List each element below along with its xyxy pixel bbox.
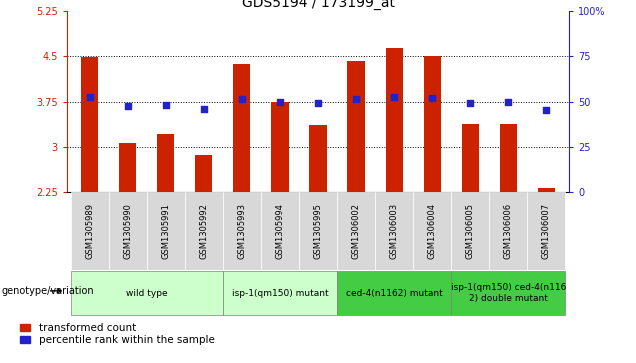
FancyBboxPatch shape (223, 272, 337, 315)
FancyBboxPatch shape (109, 192, 147, 270)
FancyBboxPatch shape (337, 272, 451, 315)
FancyBboxPatch shape (299, 192, 337, 270)
Text: GSM1305995: GSM1305995 (314, 204, 322, 259)
Bar (462, 124, 479, 192)
Text: genotype/variation: genotype/variation (1, 286, 94, 296)
FancyBboxPatch shape (489, 192, 527, 270)
FancyBboxPatch shape (451, 192, 489, 270)
Bar (272, 102, 289, 192)
Point (465, 101, 475, 106)
Point (351, 96, 361, 102)
FancyBboxPatch shape (413, 192, 451, 270)
Text: GSM1306005: GSM1306005 (466, 203, 474, 260)
Text: GSM1305992: GSM1305992 (199, 204, 209, 259)
Point (275, 99, 285, 105)
Point (541, 107, 551, 113)
FancyBboxPatch shape (337, 192, 375, 270)
Text: ced-4(n1162) mutant: ced-4(n1162) mutant (346, 289, 443, 298)
Bar (310, 125, 326, 192)
Point (427, 95, 438, 101)
Text: wild type: wild type (126, 289, 167, 298)
Text: GSM1305994: GSM1305994 (275, 204, 284, 259)
Point (237, 96, 247, 102)
Text: GSM1305989: GSM1305989 (85, 203, 94, 260)
Bar (81, 57, 98, 192)
Text: GSM1306006: GSM1306006 (504, 203, 513, 260)
FancyBboxPatch shape (261, 192, 299, 270)
Text: GSM1305991: GSM1305991 (162, 204, 170, 259)
Text: GSM1306002: GSM1306002 (352, 203, 361, 260)
Point (313, 100, 323, 106)
FancyBboxPatch shape (375, 192, 413, 270)
Point (389, 94, 399, 100)
FancyBboxPatch shape (147, 192, 185, 270)
Text: GSM1305993: GSM1305993 (237, 203, 246, 260)
Bar (233, 64, 251, 192)
Text: GSM1306007: GSM1306007 (542, 203, 551, 260)
Bar (195, 155, 212, 192)
Legend: transformed count, percentile rank within the sample: transformed count, percentile rank withi… (18, 321, 217, 347)
Title: GDS5194 / 173199_at: GDS5194 / 173199_at (242, 0, 394, 10)
FancyBboxPatch shape (451, 272, 565, 315)
Text: GSM1306004: GSM1306004 (427, 203, 437, 260)
FancyBboxPatch shape (71, 192, 109, 270)
FancyBboxPatch shape (185, 192, 223, 270)
FancyBboxPatch shape (223, 192, 261, 270)
FancyBboxPatch shape (71, 272, 223, 315)
Point (198, 106, 209, 112)
Text: GSM1305990: GSM1305990 (123, 204, 132, 259)
Text: isp-1(qm150) mutant: isp-1(qm150) mutant (232, 289, 328, 298)
Bar (424, 56, 441, 192)
Text: isp-1(qm150) ced-4(n116
2) double mutant: isp-1(qm150) ced-4(n116 2) double mutant (451, 284, 566, 303)
Bar (538, 188, 555, 192)
Point (161, 102, 171, 108)
Bar (500, 124, 517, 192)
Point (85, 94, 95, 100)
FancyBboxPatch shape (527, 192, 565, 270)
Bar (119, 143, 136, 192)
Text: GSM1306003: GSM1306003 (390, 203, 399, 260)
Point (123, 103, 133, 109)
Bar (385, 48, 403, 192)
Bar (347, 61, 364, 192)
Point (503, 99, 513, 105)
Bar (157, 134, 174, 192)
